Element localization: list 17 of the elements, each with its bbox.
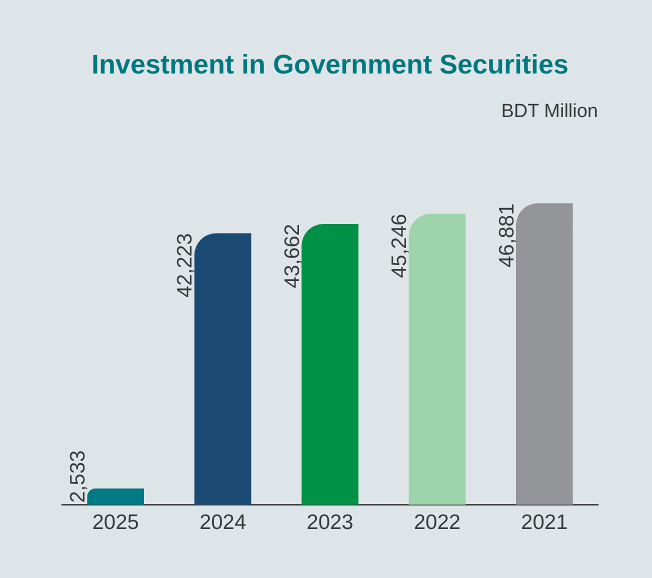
bar <box>516 203 573 505</box>
chart-subtitle: BDT Million <box>501 101 598 122</box>
bar <box>408 214 466 505</box>
data-label: 42,223 <box>174 233 197 298</box>
x-tick-label: 2025 <box>92 511 139 534</box>
data-label: 43,662 <box>280 224 304 288</box>
data-label: 46,881 <box>495 203 518 268</box>
x-tick-label: 2023 <box>306 511 354 534</box>
bar <box>194 233 252 505</box>
x-tick-label: 2022 <box>414 511 461 534</box>
x-tick-label: 2021 <box>521 511 568 534</box>
x-tick-label: 2024 <box>199 511 246 534</box>
bar <box>302 224 358 505</box>
chart-title: Investment in Government Securities <box>91 50 569 80</box>
bar <box>87 488 144 505</box>
data-label: 2,533 <box>66 450 90 503</box>
data-label: 45,246 <box>388 214 412 278</box>
